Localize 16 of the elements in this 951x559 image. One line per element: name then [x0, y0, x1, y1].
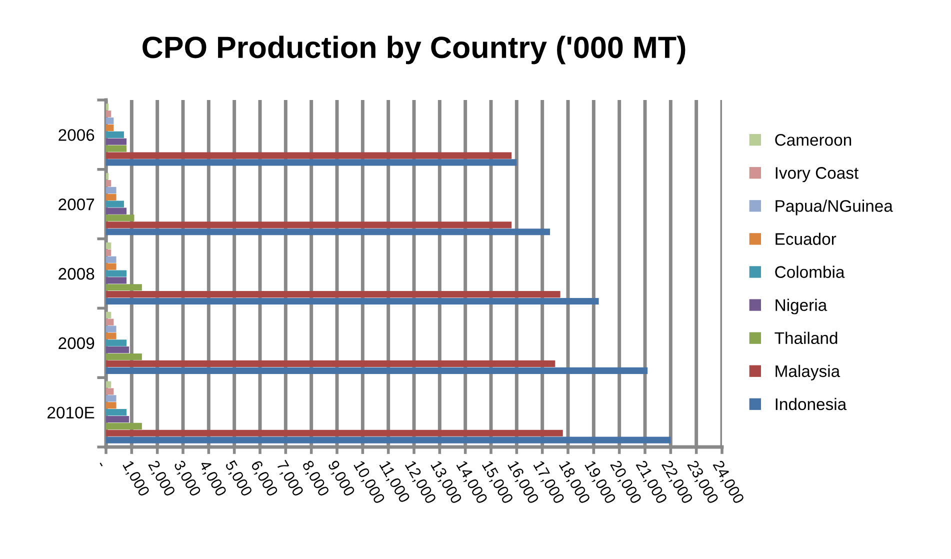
legend-label: Thailand [774, 332, 838, 344]
legend-label: Colombia [775, 266, 845, 278]
y-tick-label: 2007 [58, 198, 94, 210]
legend-label: Nigeria [776, 298, 828, 314]
y-tick-label: 2009 [58, 337, 94, 350]
legend-label: Papua/NGuinea [776, 200, 893, 216]
legend-label: Cameroon [775, 134, 852, 146]
y-tick-label: 2010E [48, 406, 94, 419]
legend-label: Ecuador [776, 232, 836, 245]
legend-label: Malaysia [776, 364, 840, 380]
y-tick-label: 2008 [58, 268, 94, 280]
legend-label: Indonesia [776, 398, 847, 410]
legend-label: Ivory Coast [776, 167, 858, 182]
y-tick-label: 2006 [58, 129, 94, 141]
x-tick-label: - [100, 462, 103, 466]
chart-title: CPO Production by Country ('000 MT) [142, 36, 686, 64]
